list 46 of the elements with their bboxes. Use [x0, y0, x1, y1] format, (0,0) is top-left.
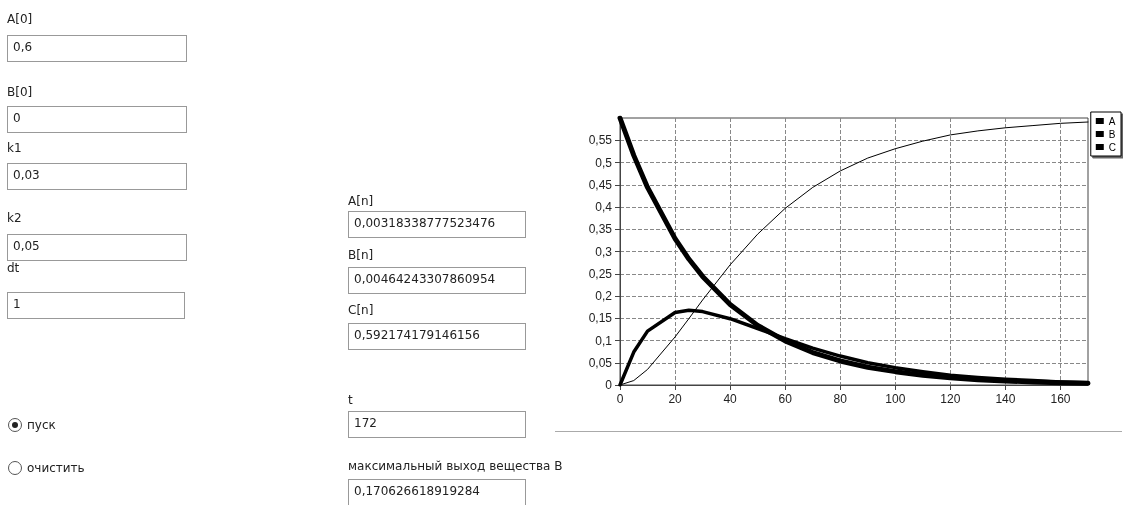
text: 0,592174179146156: [348, 323, 526, 350]
text: 0,05: [7, 234, 187, 261]
text: 0,6: [7, 35, 187, 62]
text: t: [348, 393, 353, 407]
y-tick-label: 0,25: [588, 266, 613, 281]
text: B[n]: [348, 248, 374, 262]
y-tick-label: 0: [605, 378, 613, 392]
y-tick-label: 0,55: [588, 133, 613, 148]
text: A[n]: [348, 194, 374, 208]
legend-label: C: [1108, 141, 1117, 153]
x-tick-label: 0: [616, 392, 624, 406]
text: A[0]: [7, 12, 33, 26]
x-tick-label: 60: [778, 392, 793, 406]
y-tick-label: 0,2: [595, 289, 613, 303]
y-tick-label: 0,05: [588, 355, 613, 370]
x-tick-label: 140: [995, 392, 1016, 406]
y-tick-label: 0,3: [595, 244, 613, 259]
text: 0,170626618919284: [348, 479, 526, 505]
text: 1: [7, 292, 185, 319]
text: B[0]: [7, 85, 33, 99]
y-tick-label: 0,35: [588, 222, 613, 237]
legend-label: B: [1108, 128, 1116, 140]
text: 0,00464243307860954: [348, 267, 526, 294]
y-tick-label: 0,45: [588, 177, 613, 192]
text: k1: [7, 141, 22, 155]
y-tick-label: 0,1: [595, 333, 613, 348]
x-tick-label: 100: [885, 392, 906, 406]
x-tick-label: 80: [833, 392, 848, 406]
text: пуск: [27, 418, 56, 432]
y-tick-label: 0,4: [595, 200, 613, 214]
text: C[n]: [348, 303, 374, 317]
text: 0,00318338777523476: [348, 211, 526, 238]
text: dt: [7, 261, 20, 275]
x-tick-label: 120: [940, 392, 961, 406]
text: 0: [7, 106, 187, 133]
x-tick-label: 20: [668, 392, 683, 406]
text: 0,03: [7, 163, 187, 190]
y-tick-label: 0,15: [588, 311, 613, 326]
x-tick-label: 40: [723, 392, 738, 406]
text: k2: [7, 211, 22, 225]
text: очистить: [27, 461, 85, 475]
legend-label: A: [1108, 115, 1116, 127]
y-tick-label: 0,5: [595, 155, 613, 170]
text: максимальный выход вещества B: [348, 459, 563, 473]
x-tick-label: 160: [1050, 392, 1071, 406]
text: 172: [348, 411, 526, 438]
